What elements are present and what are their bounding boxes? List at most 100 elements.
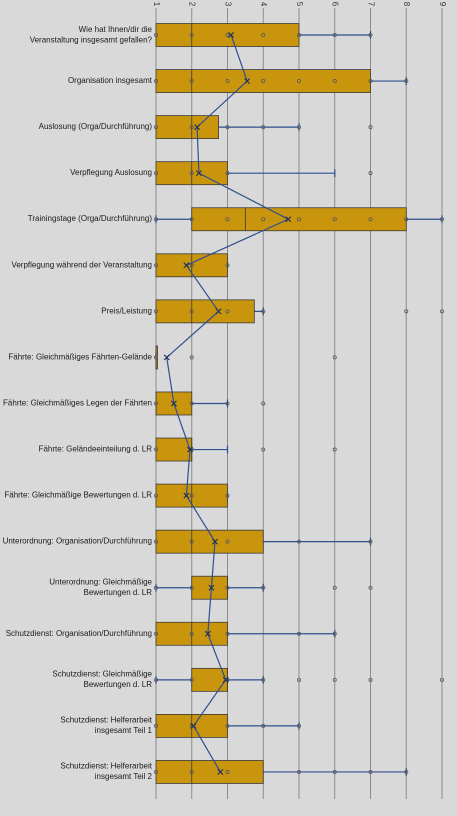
box-group <box>153 760 409 784</box>
mean-marker-stroke <box>244 78 251 85</box>
x-tick-label: 1 <box>152 2 161 7</box>
box-group <box>153 299 444 324</box>
mean-marker <box>217 768 224 775</box>
box <box>191 207 407 232</box>
data-point <box>296 769 301 774</box>
box <box>155 437 193 462</box>
box <box>155 299 255 324</box>
data-point <box>261 125 266 130</box>
data-point <box>368 171 373 176</box>
data-point <box>368 79 373 84</box>
mean-marker <box>163 354 170 361</box>
data-point <box>189 631 194 636</box>
mean-marker <box>204 630 211 637</box>
data-point <box>189 493 194 498</box>
mean-marker <box>222 676 229 683</box>
data-point <box>153 217 158 222</box>
data-point <box>225 171 230 176</box>
data-point <box>332 33 337 38</box>
box-group <box>153 483 230 508</box>
category-label: Schutzdienst: Helferarbeit insgesamt Teil… <box>60 716 152 736</box>
data-point <box>439 217 444 222</box>
data-point <box>404 309 409 314</box>
mean-marker <box>211 538 218 545</box>
data-point <box>153 631 158 636</box>
box <box>155 69 371 93</box>
data-point <box>225 309 230 314</box>
data-point <box>225 585 230 590</box>
data-point <box>296 217 301 222</box>
category-label: Trainingstage (Orga/Durchführung) <box>28 214 153 223</box>
mean-marker-stroke <box>228 32 235 38</box>
category-label: Organisation insgesamt <box>68 76 153 85</box>
mean-marker <box>195 170 202 177</box>
x-tick-label: 2 <box>188 2 197 7</box>
data-point <box>261 677 266 682</box>
data-point <box>153 355 158 360</box>
data-point <box>296 79 301 84</box>
data-point <box>368 769 373 774</box>
data-point <box>225 769 230 774</box>
box-group <box>153 345 337 370</box>
mean-marker <box>186 446 193 453</box>
box <box>155 529 264 554</box>
box <box>155 760 264 784</box>
mean-marker <box>208 584 215 591</box>
data-point <box>225 263 230 268</box>
data-point <box>189 33 194 38</box>
box-series <box>153 23 444 784</box>
data-point <box>332 677 337 682</box>
data-point <box>368 539 373 544</box>
category-label: Schutzdienst: Gleichmäßige Bewertungen d.… <box>52 670 152 690</box>
data-point <box>368 125 373 130</box>
category-label: Schutzdienst: Organisation/Durchführung <box>6 629 152 638</box>
mean-marker-stroke <box>195 170 202 177</box>
data-point <box>261 723 266 728</box>
mean-marker-stroke <box>186 446 193 453</box>
data-point <box>332 355 337 360</box>
box-group <box>153 437 337 462</box>
mean-marker <box>183 492 190 499</box>
mean-marker-stroke <box>204 630 211 637</box>
data-point <box>153 171 158 176</box>
data-point <box>404 769 409 774</box>
category-label: Unterordnung: Organisation/Durchführung <box>3 537 152 546</box>
data-point <box>261 447 266 452</box>
mean-marker <box>244 78 251 85</box>
data-point <box>153 539 158 544</box>
x-tick-label: 3 <box>223 2 232 7</box>
mean-marker <box>228 32 235 38</box>
data-point <box>225 631 230 636</box>
data-point <box>296 723 301 728</box>
data-point <box>153 125 158 130</box>
category-label: Wie hat Ihnen/dir die Veranstaltung insge… <box>30 25 153 45</box>
data-point <box>189 309 194 314</box>
data-point <box>296 539 301 544</box>
mean-marker <box>194 124 201 131</box>
data-point <box>332 585 337 590</box>
data-point <box>332 769 337 774</box>
data-point <box>153 493 158 498</box>
data-point <box>261 217 266 222</box>
data-point <box>296 125 301 130</box>
data-point <box>368 677 373 682</box>
data-point <box>332 79 337 84</box>
data-point <box>225 723 230 728</box>
box-group <box>153 253 230 278</box>
data-point <box>153 585 158 590</box>
data-point <box>189 677 194 682</box>
data-point <box>189 355 194 360</box>
data-point <box>296 631 301 636</box>
data-point <box>368 217 373 222</box>
x-tick-label: 5 <box>295 2 304 7</box>
category-label: Fährte: Gleichmäßige Bewertungen d. LR <box>4 491 152 500</box>
box <box>191 575 228 600</box>
data-point <box>261 401 266 406</box>
data-point <box>225 401 230 406</box>
data-point <box>225 79 230 84</box>
data-point <box>225 539 230 544</box>
data-point <box>261 309 266 314</box>
data-point <box>189 79 194 84</box>
